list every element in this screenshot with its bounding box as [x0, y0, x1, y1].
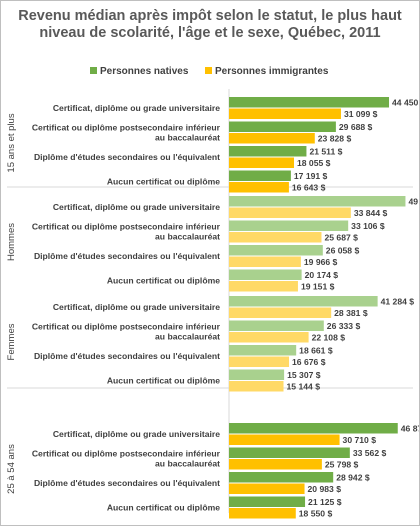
- bar-immigrantes: [229, 256, 301, 267]
- data-label: 19 151 $: [301, 281, 335, 291]
- bar-natives: [229, 196, 406, 207]
- data-label: 17 191 $: [294, 171, 328, 181]
- data-label: 20 983 $: [308, 484, 342, 494]
- bar-immigrantes: [229, 157, 294, 168]
- bar-natives: [229, 170, 291, 181]
- data-label: 44 450 $: [392, 97, 419, 107]
- data-label: 16 676 $: [292, 357, 326, 367]
- legend-label-1: Personnes immigrantes: [215, 66, 329, 77]
- data-label: 15 307 $: [287, 370, 321, 380]
- data-label: 28 942 $: [336, 472, 370, 482]
- bar-natives: [229, 146, 307, 157]
- data-label: 29 688 $: [339, 122, 373, 132]
- data-label: 31 099 $: [344, 109, 378, 119]
- group-label-1: Hommes: [6, 223, 17, 261]
- category-label: au baccalauréat: [155, 232, 220, 242]
- category-label: Certificat ou diplôme postsecondaire inf…: [32, 123, 221, 133]
- category-label: Certificat ou diplôme postsecondaire inf…: [32, 449, 221, 459]
- bar-natives: [229, 472, 334, 483]
- bar-immigrantes: [229, 459, 322, 470]
- bar-immigrantes: [229, 281, 298, 292]
- data-label: 21 125 $: [308, 497, 342, 507]
- data-label: 18 661 $: [299, 345, 333, 355]
- legend-swatch-1: [205, 67, 212, 74]
- data-label: 33 106 $: [351, 221, 385, 231]
- bar-immigrantes: [229, 381, 284, 392]
- group-label-2: Femmes: [6, 323, 17, 360]
- data-label: 30 710 $: [343, 435, 377, 445]
- data-label: 25 687 $: [324, 232, 358, 242]
- bar-natives: [229, 369, 285, 380]
- data-label: 21 511 $: [309, 146, 342, 156]
- category-label: au baccalauréat: [155, 133, 220, 143]
- data-label: 16 643 $: [292, 182, 326, 192]
- bar-immigrantes: [229, 232, 322, 243]
- bar-natives: [229, 320, 324, 331]
- data-label: 26 058 $: [326, 245, 360, 255]
- category-label: Certificat ou diplôme postsecondaire inf…: [32, 322, 221, 332]
- bar-natives: [229, 245, 323, 256]
- bar-immigrantes: [229, 207, 351, 218]
- data-label: 25 798 $: [325, 459, 359, 469]
- bar-immigrantes: [229, 434, 340, 445]
- bar-natives: [229, 97, 390, 108]
- data-label: 15 144 $: [287, 381, 321, 391]
- category-label: Aucun certificat ou diplôme: [107, 376, 220, 386]
- category-label: Aucun certificat ou diplôme: [107, 503, 220, 513]
- legend-swatch-0: [90, 67, 97, 74]
- chart-title: Revenu médian après impôt selon le statu…: [18, 8, 402, 41]
- group-label-3: 25 à 54 ans: [6, 444, 17, 494]
- data-label: 41 284 $: [381, 296, 415, 306]
- bar-immigrantes: [229, 356, 290, 367]
- data-label: 28 381 $: [334, 308, 368, 318]
- category-label: Certificat ou diplôme postsecondaire inf…: [32, 222, 221, 232]
- data-label: 33 844 $: [354, 208, 388, 218]
- bar-natives: [229, 423, 398, 434]
- group-label-0: 15 ans et plus: [6, 113, 17, 172]
- data-label: 33 562 $: [353, 448, 387, 458]
- data-label: 22 108 $: [312, 332, 346, 342]
- category-label: Diplôme d'études secondaires ou l'équiva…: [34, 351, 220, 361]
- data-label: 46 875 $: [401, 423, 419, 433]
- category-label: Certificat, diplôme ou grade universitai…: [53, 103, 220, 113]
- category-label: Certificat, diplôme ou grade universitai…: [53, 302, 220, 312]
- bar-natives: [229, 121, 336, 132]
- category-label: Diplôme d'études secondaires ou l'équiva…: [34, 478, 220, 488]
- data-label: 26 333 $: [327, 321, 361, 331]
- bar-natives: [229, 269, 302, 280]
- bar-natives: [229, 447, 350, 458]
- category-label: Diplôme d'études secondaires ou l'équiva…: [34, 251, 220, 261]
- bar-immigrantes: [229, 182, 289, 193]
- bar-natives: [229, 345, 297, 356]
- bar-immigrantes: [229, 483, 305, 494]
- data-label: 20 174 $: [305, 270, 339, 280]
- category-label: Aucun certificat ou diplôme: [107, 177, 220, 187]
- category-label: au baccalauréat: [155, 332, 220, 342]
- category-label: Certificat, diplôme ou grade universitai…: [53, 202, 220, 212]
- category-label: au baccalauréat: [155, 459, 220, 469]
- bar-immigrantes: [229, 133, 315, 144]
- bar-immigrantes: [229, 508, 296, 519]
- legend-label-0: Personnes natives: [100, 66, 189, 77]
- category-label: Certificat, diplôme ou grade universitai…: [53, 429, 220, 439]
- category-label: Diplôme d'études secondaires ou l'équiva…: [34, 152, 220, 162]
- bar-natives: [229, 496, 306, 507]
- bar-natives: [229, 220, 349, 231]
- bar-natives: [229, 296, 378, 307]
- category-label: Aucun certificat ou diplôme: [107, 276, 220, 286]
- data-label: 23 828 $: [318, 133, 352, 143]
- data-label: 18 550 $: [299, 508, 333, 518]
- bar-immigrantes: [229, 332, 309, 343]
- data-label: 18 055 $: [297, 158, 331, 168]
- bar-immigrantes: [229, 307, 332, 318]
- data-label: 49 015 $: [408, 196, 419, 206]
- data-label: 19 966 $: [304, 257, 338, 267]
- bar-immigrantes: [229, 108, 341, 119]
